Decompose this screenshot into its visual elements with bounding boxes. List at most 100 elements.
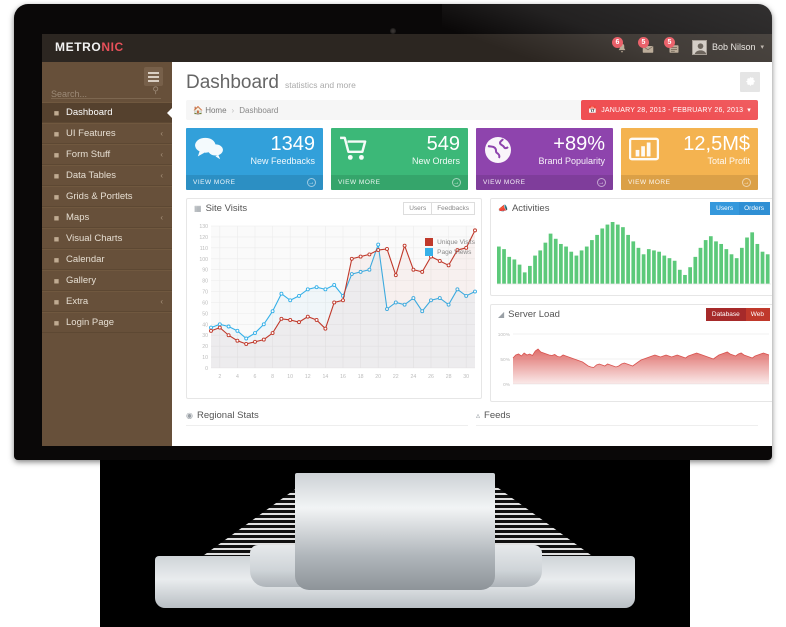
sidebar-item-label: Dashboard: [66, 107, 113, 118]
legend-label: Unique Visits: [437, 238, 475, 246]
view-more-button[interactable]: VIEW MORE →: [621, 175, 758, 190]
sidebar-item-maps[interactable]: ■ Maps ‹: [42, 207, 172, 228]
sidebar-item-calendar[interactable]: ■ Calendar: [42, 249, 172, 270]
tab-users[interactable]: Users: [403, 202, 433, 215]
stat-label: New Feedbacks: [250, 156, 315, 166]
sidebar-item-grids-portlets[interactable]: ■ Grids & Portlets: [42, 186, 172, 207]
brand-logo[interactable]: METRONIC: [55, 40, 124, 54]
activities-title: 📣 Activities: [498, 203, 549, 214]
site-visits-title: ▦ Site Visits: [194, 203, 247, 214]
regional-stats-title-text: Regional Stats: [196, 410, 259, 421]
stat-tile-new-orders[interactable]: 549 New Orders VIEW MORE →: [331, 128, 468, 190]
sidebar-item-label: Gallery: [66, 275, 97, 286]
sidebar-item-dashboard[interactable]: ■ Dashboard: [42, 102, 173, 123]
sidebar-item-gallery[interactable]: ■ Gallery: [42, 270, 172, 291]
svg-text:2: 2: [218, 374, 221, 380]
svg-text:14: 14: [323, 374, 329, 380]
sidebar-item-label: Maps: [66, 212, 90, 223]
breadcrumb-home-label: Home: [205, 105, 227, 115]
user-menu[interactable]: Bob Nilson ▾: [691, 39, 764, 55]
chevron-left-icon: ‹: [160, 297, 163, 306]
view-more-button[interactable]: VIEW MORE →: [476, 175, 613, 190]
stat-tile-brand-popularity[interactable]: +89% Brand Popularity VIEW MORE →: [476, 128, 613, 190]
sidebar-item-extra[interactable]: ■ Extra ‹: [42, 291, 172, 312]
view-more-button[interactable]: VIEW MORE →: [331, 175, 468, 190]
topnav-right: 6 5 5 Bob Nilson: [611, 37, 764, 56]
server-load-header: ◢ Server Load Database Web: [491, 305, 772, 324]
view-more-button[interactable]: VIEW MORE →: [186, 175, 323, 190]
sidebar-item-icon: ■: [53, 275, 60, 286]
server-load-title: ◢ Server Load: [498, 309, 560, 320]
left-column: ▦ Site Visits Users Feedbacks 0 10 20 30 40 50…: [186, 198, 482, 402]
activities-svg: [497, 222, 771, 285]
legend-item: Page Views: [425, 248, 475, 256]
view-more-label: VIEW MORE: [483, 179, 526, 186]
sidebar-item-ui-features[interactable]: ■ UI Features ‹: [42, 123, 172, 144]
chevron-left-icon: ‹: [160, 129, 163, 138]
activities-tabs: Users Orders: [710, 202, 770, 215]
megaphone-icon: 📣: [498, 204, 508, 213]
hamburger-icon[interactable]: [144, 67, 163, 86]
arrow-right-icon: →: [597, 178, 606, 187]
page-subtitle: statistics and more: [284, 80, 356, 90]
arrow-right-icon: →: [742, 178, 751, 187]
sidebar-item-label: Calendar: [66, 254, 105, 265]
notification-tasks-button[interactable]: 5: [663, 37, 682, 56]
sidebar-item-label: Extra: [66, 296, 89, 307]
stat-value: +89%: [553, 133, 605, 155]
sidebar-item-icon: ■: [53, 191, 60, 202]
envelope-badge: 5: [637, 37, 649, 48]
sidebar-item-label: Visual Charts: [66, 233, 123, 244]
notification-envelope-button[interactable]: 5: [637, 37, 656, 56]
calendar-icon: 📅: [588, 107, 598, 114]
tab-feedbacks[interactable]: Feedbacks: [432, 202, 475, 215]
search-input[interactable]: [51, 89, 139, 99]
tab-users[interactable]: Users: [710, 202, 740, 215]
chevron-left-icon: ‹: [160, 213, 163, 222]
globe-icon: [484, 136, 512, 169]
sidebar-item-label: UI Features: [66, 128, 116, 139]
sidebar-item-data-tables[interactable]: ■ Data Tables ‹: [42, 165, 172, 186]
tab-web[interactable]: Web: [745, 308, 770, 321]
breadcrumb-home[interactable]: 🏠 Home: [193, 106, 227, 115]
feeds-title-text: Feeds: [484, 410, 511, 421]
svg-text:26: 26: [428, 374, 434, 380]
tab-database[interactable]: Database: [705, 308, 746, 321]
svg-text:120: 120: [199, 235, 208, 241]
chevron-left-icon: ‹: [160, 171, 163, 180]
site-visits-panel: ▦ Site Visits Users Feedbacks 0 10 20 30 40 50…: [186, 198, 482, 399]
sidebar-item-visual-charts[interactable]: ■ Visual Charts: [42, 228, 172, 249]
stat-value: 1349: [270, 133, 316, 155]
search-icon[interactable]: ⚲: [152, 85, 159, 95]
page-header: Dashboard statistics and more: [172, 62, 772, 98]
stat-tile-total-profit[interactable]: 12,5M$ Total Profit VIEW MORE →: [621, 128, 758, 190]
svg-text:8: 8: [271, 374, 274, 380]
site-visits-chart: 0 10 20 30 40 50 60 70 80 90 100 110 120 130 2 4 6 8 10 12 1…: [187, 218, 481, 398]
chart-icon: ▦: [194, 204, 202, 213]
server-load-tabs: Database Web: [705, 308, 770, 321]
svg-text:0: 0: [205, 366, 208, 372]
svg-text:22: 22: [393, 374, 399, 380]
svg-text:20: 20: [202, 344, 208, 350]
notification-bell-button[interactable]: 6: [611, 37, 630, 56]
tab-orders[interactable]: Orders: [739, 202, 770, 215]
sidebar-item-form-stuff[interactable]: ■ Form Stuff ‹: [42, 144, 172, 165]
panels-row: ▦ Site Visits Users Feedbacks 0 10 20 30 40 50…: [186, 198, 772, 402]
activities-chart: [491, 218, 772, 295]
svg-text:10: 10: [287, 374, 293, 380]
stat-tile-new-feedbacks[interactable]: 1349 New Feedbacks VIEW MORE →: [186, 128, 323, 190]
home-icon: 🏠: [193, 105, 203, 115]
svg-text:70: 70: [202, 290, 208, 296]
search-box[interactable]: ⚲: [51, 84, 161, 99]
legend-swatch: [425, 238, 434, 246]
date-range-picker[interactable]: 📅 JANUARY 28, 2013 - FEBRUARY 26, 2013 ▾: [581, 100, 758, 120]
view-more-label: VIEW MORE: [338, 179, 381, 186]
svg-text:12: 12: [305, 374, 311, 380]
sidebar-item-login-page[interactable]: ■ Login Page: [42, 312, 172, 333]
site-visits-legend: Unique Visits Page Views: [425, 238, 475, 258]
gear-icon[interactable]: [740, 72, 760, 92]
site-visits-title-text: Site Visits: [205, 203, 248, 214]
barchart-icon: [628, 136, 660, 167]
